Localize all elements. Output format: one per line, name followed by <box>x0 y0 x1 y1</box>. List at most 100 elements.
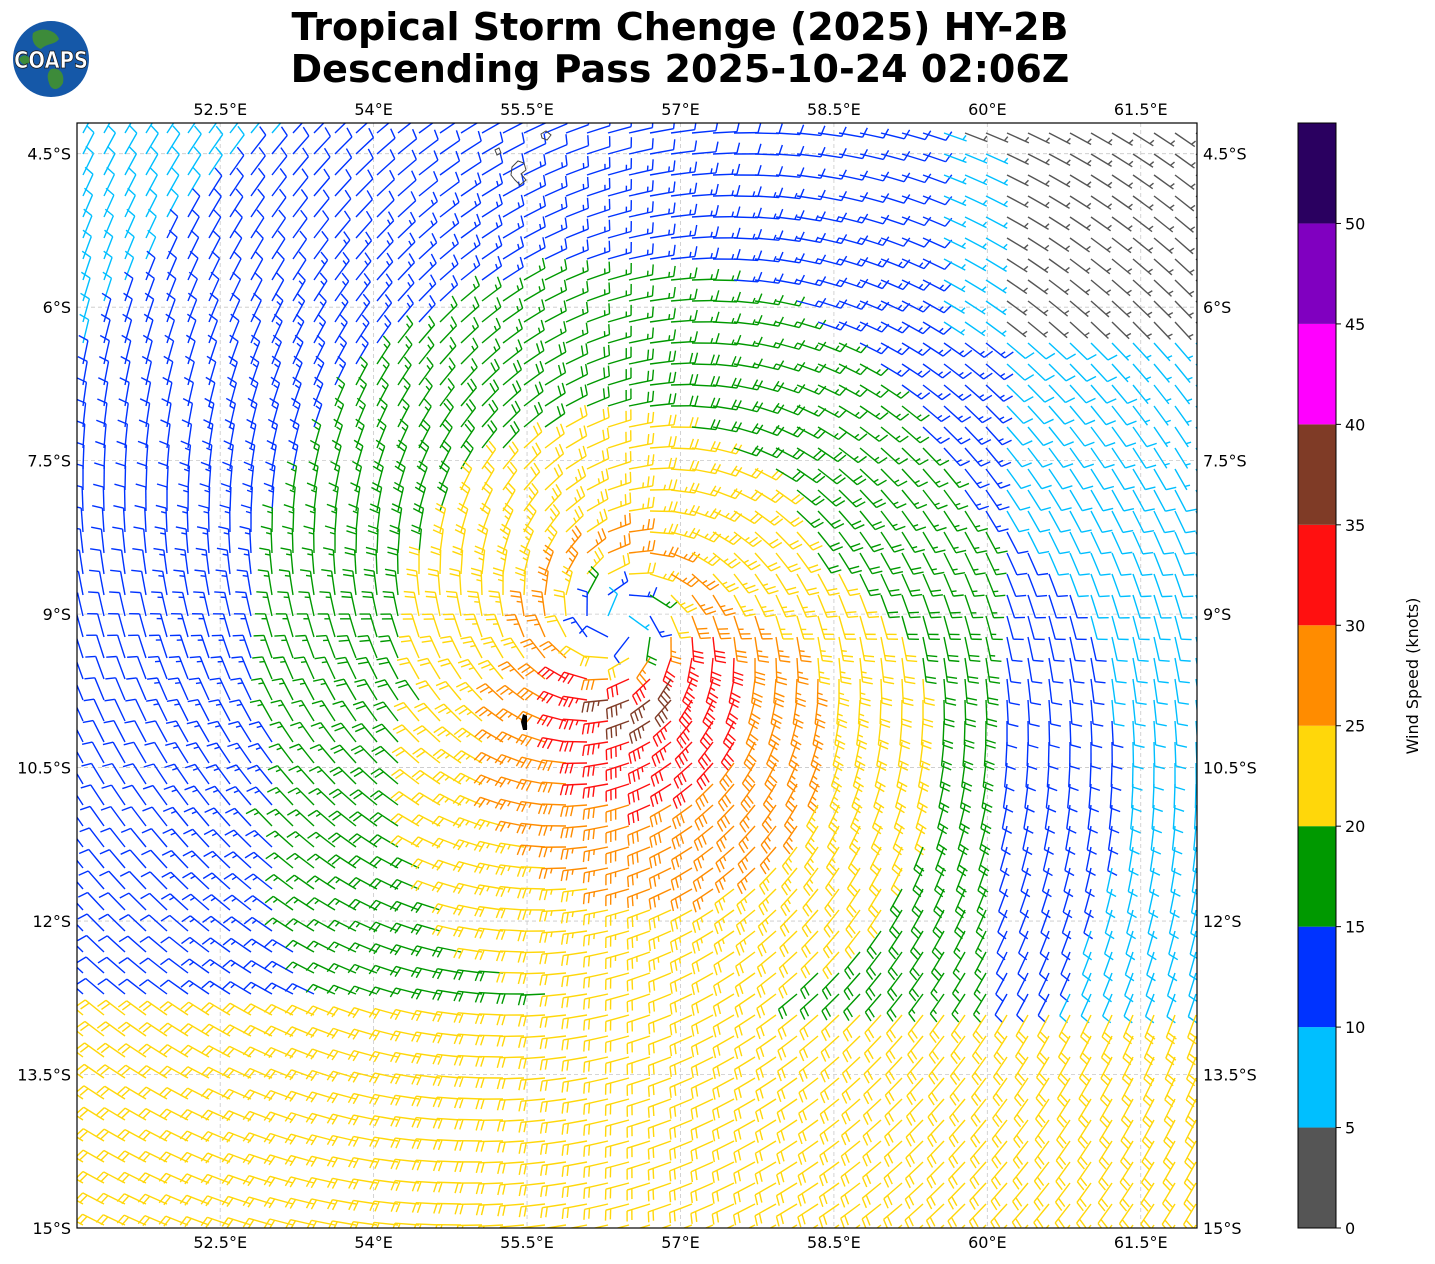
barb-feather <box>340 591 351 594</box>
barb-staff <box>271 217 287 239</box>
wind-barb <box>964 132 988 143</box>
barb-staff <box>649 212 674 218</box>
wind-barb <box>922 195 953 206</box>
wind-barb <box>376 231 394 260</box>
barb-feather <box>319 591 330 594</box>
wind-barb <box>271 126 288 155</box>
barb-half-feather <box>539 223 542 230</box>
barb-feather <box>476 213 482 225</box>
barb-feather <box>367 169 374 180</box>
barb-feather <box>945 152 953 163</box>
wind-barb <box>607 221 632 239</box>
barb-half-feather <box>1210 270 1215 273</box>
barb-half-feather <box>961 242 967 248</box>
barb-staff <box>1006 132 1030 144</box>
barb-feather <box>129 125 138 134</box>
wind-barb <box>1006 237 1029 251</box>
barb-staff <box>1195 237 1197 240</box>
barb-feather <box>455 171 460 182</box>
barb-feather <box>542 195 547 207</box>
wind-barb <box>607 158 633 176</box>
wind-barb <box>313 210 330 239</box>
barb-half-feather <box>898 261 903 267</box>
barb-half-feather <box>539 182 542 188</box>
barb-feather <box>1138 659 1149 662</box>
wind-barb <box>1195 195 1197 198</box>
barb-feather <box>497 235 503 246</box>
wind-barb <box>691 123 719 134</box>
barb-staff <box>922 174 946 184</box>
wind-barb <box>1195 510 1197 515</box>
barb-feather <box>106 166 115 175</box>
barb-half-feather <box>731 190 735 196</box>
barb-staff <box>397 200 417 218</box>
barb-staff <box>103 123 111 134</box>
barb-half-feather <box>582 267 585 273</box>
wind-barb <box>943 195 967 207</box>
wind-barb <box>208 188 222 218</box>
barb-feather <box>586 176 590 188</box>
barb-feather <box>366 190 374 200</box>
barb-staff <box>628 169 653 176</box>
barb-feather <box>698 632 710 635</box>
barb-feather <box>520 236 525 247</box>
barb-feather <box>587 135 590 146</box>
barb-half-feather <box>560 266 563 272</box>
wind-barb <box>523 133 547 155</box>
wind-barb <box>565 123 590 134</box>
barb-half-feather <box>560 307 563 314</box>
barb-staff <box>355 123 369 134</box>
barb-feather <box>910 616 921 619</box>
barb-staff <box>103 153 116 176</box>
wind-barb <box>586 240 611 260</box>
barb-feather <box>504 613 516 617</box>
barb-staff <box>691 363 717 366</box>
barb-feather <box>542 237 546 248</box>
wind-barb <box>943 132 967 142</box>
barb-feather <box>861 170 869 181</box>
barb-half-feather <box>1107 138 1113 144</box>
barb-feather <box>608 303 611 314</box>
barb-feather <box>485 618 497 621</box>
barb-feather <box>521 132 525 143</box>
barb-staff <box>691 278 717 281</box>
barb-half-feather <box>668 271 671 278</box>
wind-barb <box>397 123 412 134</box>
wind-barb <box>187 125 202 155</box>
barb-feather <box>109 105 116 113</box>
barb-staff <box>376 220 395 239</box>
wind-barb <box>649 160 676 176</box>
barb-feather <box>477 151 482 162</box>
barb-half-feather <box>794 214 798 220</box>
wind-barb <box>292 123 304 134</box>
barb-staff <box>166 123 175 134</box>
wind-barb <box>313 168 331 197</box>
wind-barb <box>964 258 987 272</box>
barb-staff <box>145 123 154 134</box>
barb-staff <box>292 135 310 155</box>
barb-half-feather <box>781 606 788 609</box>
barb-feather <box>651 123 654 128</box>
barb-staff <box>901 132 926 141</box>
wind-barb <box>145 123 154 134</box>
barb-half-feather <box>1149 161 1155 166</box>
barb-staff <box>586 229 610 239</box>
barb-feather <box>1057 595 1068 598</box>
barb-staff <box>1195 468 1197 473</box>
barb-feather <box>651 243 654 254</box>
wind-barb <box>271 188 287 218</box>
barb-staff <box>439 160 460 176</box>
wind-barb <box>1174 216 1196 233</box>
wind-barb <box>1195 552 1197 558</box>
barb-feather <box>234 209 243 218</box>
wind-barb <box>544 155 568 176</box>
barb-staff <box>208 154 223 176</box>
wind-barb <box>880 258 911 269</box>
wind-barb <box>733 207 762 219</box>
barb-feather <box>171 146 180 155</box>
barb-feather <box>861 149 869 159</box>
wind-barb <box>82 187 94 218</box>
barb-staff <box>649 191 674 197</box>
barb-feather <box>694 224 698 236</box>
